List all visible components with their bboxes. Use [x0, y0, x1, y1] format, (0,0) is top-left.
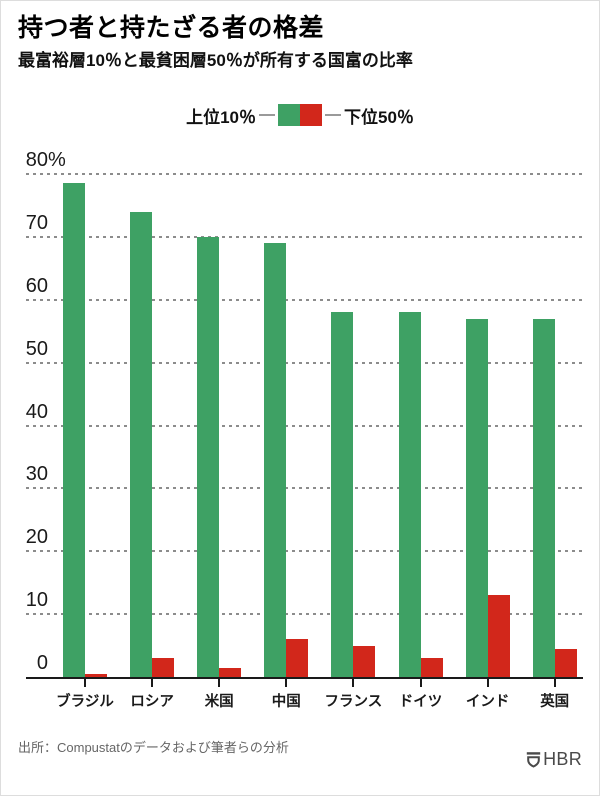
source-note: 出所：Compustatのデータおよび筆者らの分析	[18, 740, 289, 755]
hbr-shield-icon	[526, 751, 541, 768]
gridline-80	[26, 173, 583, 175]
x-axis-tick-5	[419, 679, 422, 687]
plot-area: 0 10 20 30 40 50 60 70 80% ブラジル ロシア 米国 中国 フランス ドイツ インド 英…	[25, 150, 583, 710]
legend: 上位10％ 下位50％	[1, 103, 599, 127]
legend-swatch-bottom50	[300, 104, 322, 126]
y-axis-label-30: 30	[25, 463, 48, 486]
x-axis-tick-0	[84, 679, 86, 687]
bar-top10-7	[532, 318, 555, 677]
bar-bottom50-4	[353, 645, 376, 677]
bar-bottom50-3	[286, 639, 309, 677]
bar-group-0	[63, 174, 107, 677]
legend-label-top10: 上位10％	[186, 107, 256, 127]
bar-group-7	[532, 174, 577, 677]
y-axis-label-70: 70	[25, 211, 48, 234]
x-axis-label-3: 中国	[271, 694, 301, 710]
x-axis-tick-1	[151, 679, 154, 687]
bar-group-4	[331, 174, 376, 677]
bar-top10-2	[197, 236, 220, 677]
gridline-60	[26, 298, 583, 301]
gridline-30	[26, 487, 583, 490]
gridline-50	[26, 361, 583, 364]
y-axis-label-60: 60	[25, 274, 48, 297]
x-axis-label-5: ドイツ	[398, 694, 443, 710]
x-axis-tick-7	[553, 679, 556, 687]
y-axis-label-80: 80%	[25, 149, 66, 171]
hbr-logo: HBR	[525, 749, 582, 770]
gridline-20	[26, 550, 583, 553]
bar-bottom50-6	[487, 595, 510, 677]
x-axis-label-2: 米国	[204, 694, 234, 710]
bar-top10-4	[331, 312, 354, 677]
bar-group-2	[197, 174, 242, 677]
x-axis-label-0: ブラジル	[56, 694, 114, 710]
bar-top10-0	[63, 183, 85, 677]
bar-group-5	[398, 174, 443, 677]
gridline-70	[26, 235, 583, 238]
bar-bottom50-2	[219, 667, 242, 677]
x-axis-tick-6	[486, 679, 489, 687]
y-axis-label-0: 0	[36, 652, 48, 674]
bar-bottom50-5	[420, 658, 443, 677]
x-axis-label-7: 英国	[540, 694, 570, 710]
bar-top10-6	[465, 318, 488, 677]
y-axis-label-40: 40	[25, 400, 48, 423]
bar-top10-3	[264, 243, 287, 677]
y-axis-label-20: 20	[25, 526, 48, 549]
bar-top10-1	[130, 211, 153, 677]
legend-connector-line-left	[259, 114, 275, 116]
y-axis-label-10: 10	[25, 589, 48, 612]
hbr-logo-text: HBR	[543, 749, 582, 769]
bar-bottom50-1	[152, 658, 175, 677]
x-axis-label-1: ロシア	[130, 694, 174, 710]
legend-connector-line-right	[325, 114, 341, 116]
bar-bottom50-0	[85, 673, 107, 677]
legend-swatch-top10	[278, 104, 300, 126]
bar-bottom50-7	[554, 648, 577, 677]
bar-top10-5	[398, 312, 421, 677]
x-axis-label-4: フランス	[324, 694, 383, 710]
gridline-10	[26, 613, 583, 616]
legend-swatches	[278, 104, 322, 126]
chart-title: 持つ者と持たざる者の格差	[18, 14, 325, 42]
x-axis-tick-4	[352, 679, 355, 687]
gridline-40	[26, 424, 583, 427]
chart-subtitle: 最富裕層10％と最貧困層50％が所有する国富の比率	[18, 51, 413, 70]
y-axis-label-50: 50	[25, 337, 48, 360]
x-axis-label-6: インド	[465, 694, 510, 710]
legend-label-bottom50: 下位50％	[344, 107, 414, 127]
bar-group-3	[264, 174, 309, 677]
x-axis-tick-2	[218, 679, 221, 687]
x-axis-tick-3	[285, 679, 288, 687]
bar-group-6	[465, 174, 510, 677]
bar-group-1	[130, 174, 175, 677]
